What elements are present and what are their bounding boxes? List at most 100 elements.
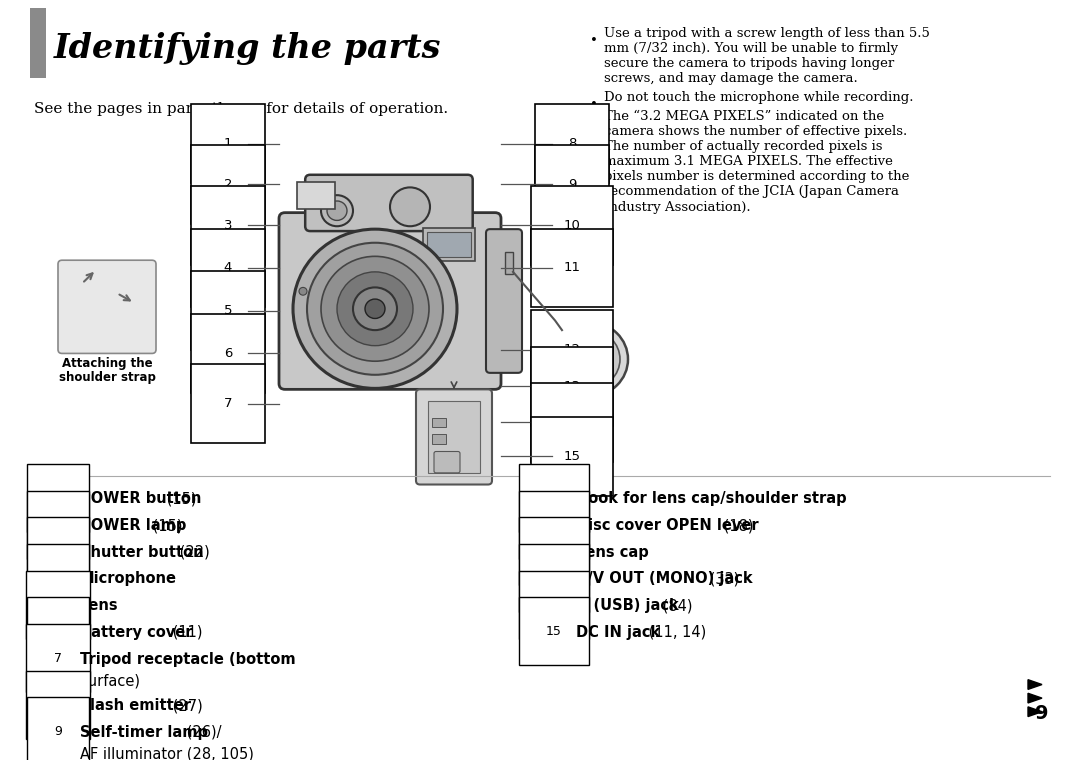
Text: 14: 14 (564, 416, 580, 429)
Polygon shape (1028, 679, 1042, 689)
Text: 9: 9 (568, 178, 577, 191)
Text: Attaching the: Attaching the (62, 357, 152, 370)
Text: DC IN jack: DC IN jack (576, 625, 660, 640)
Text: (11, 14): (11, 14) (644, 625, 706, 640)
Text: 3: 3 (224, 219, 232, 232)
Circle shape (365, 299, 384, 318)
Circle shape (353, 287, 397, 330)
Bar (505, 252, 513, 274)
Text: (18): (18) (719, 518, 754, 533)
Text: 11: 11 (564, 261, 581, 274)
Bar (432, 434, 446, 444)
Text: (15): (15) (148, 518, 183, 533)
Text: surface): surface) (80, 673, 140, 689)
Text: 8: 8 (568, 138, 577, 150)
Text: (33): (33) (705, 572, 740, 587)
Text: shoulder strap: shoulder strap (58, 371, 156, 384)
Text: 14: 14 (546, 598, 562, 611)
Text: Flash emitter: Flash emitter (80, 698, 191, 713)
Text: 8: 8 (54, 698, 62, 711)
Text: Disc cover OPEN lever: Disc cover OPEN lever (576, 518, 758, 533)
Polygon shape (1028, 693, 1042, 703)
Circle shape (327, 201, 347, 220)
FancyBboxPatch shape (578, 316, 602, 338)
Text: 9: 9 (1036, 705, 1049, 724)
Text: •: • (590, 98, 598, 111)
Text: camera shows the number of effective pixels.: camera shows the number of effective pix… (604, 125, 907, 138)
Text: (11): (11) (168, 625, 203, 640)
Circle shape (576, 360, 584, 368)
Text: Ψ (USB) jack: Ψ (USB) jack (576, 598, 678, 613)
Text: Self-timer lamp: Self-timer lamp (80, 725, 208, 740)
Text: screws, and may damage the camera.: screws, and may damage the camera. (604, 72, 858, 85)
Bar (427, 232, 471, 258)
Bar (432, 417, 446, 427)
Text: 6: 6 (54, 625, 62, 638)
Text: 6: 6 (224, 347, 232, 360)
Text: 1: 1 (54, 491, 62, 505)
Circle shape (307, 242, 443, 375)
Text: Microphone: Microphone (80, 572, 177, 587)
Text: Tripod receptacle (bottom: Tripod receptacle (bottom (80, 651, 296, 667)
Text: 2: 2 (54, 518, 62, 531)
Text: A/V OUT (MONO) jack: A/V OUT (MONO) jack (576, 572, 753, 587)
Circle shape (293, 230, 457, 388)
Text: Hook for lens cap/shoulder strap: Hook for lens cap/shoulder strap (576, 491, 847, 506)
Text: Battery cover: Battery cover (80, 625, 192, 640)
Polygon shape (1028, 707, 1042, 717)
Text: Lens: Lens (80, 598, 119, 613)
Text: 11: 11 (546, 518, 562, 531)
Text: 4: 4 (54, 572, 62, 584)
Text: 1: 1 (224, 138, 232, 150)
Text: •: • (590, 117, 598, 130)
Bar (428, 401, 480, 473)
Text: (26)/: (26)/ (183, 725, 221, 740)
Text: 13: 13 (546, 572, 562, 584)
Text: POWER button: POWER button (80, 491, 201, 506)
Text: 7: 7 (224, 397, 232, 410)
Text: maximum 3.1 MEGA PIXELS. The effective: maximum 3.1 MEGA PIXELS. The effective (604, 155, 893, 169)
Text: Lens cap: Lens cap (576, 545, 649, 559)
Circle shape (570, 340, 610, 378)
Text: The number of actually recorded pixels is: The number of actually recorded pixels i… (604, 141, 882, 154)
Text: Industry Association).: Industry Association). (604, 201, 751, 214)
Text: 15: 15 (546, 625, 562, 638)
Text: See the pages in parentheses for details of operation.: See the pages in parentheses for details… (33, 102, 448, 116)
Circle shape (321, 195, 353, 226)
Text: secure the camera to tripods having longer: secure the camera to tripods having long… (604, 57, 894, 70)
Text: (15): (15) (162, 491, 197, 506)
Text: 5: 5 (224, 304, 232, 317)
Circle shape (552, 322, 627, 396)
Text: •: • (590, 33, 598, 46)
Text: 13: 13 (564, 380, 581, 393)
Text: Identifying the parts: Identifying the parts (54, 32, 442, 65)
Text: 10: 10 (546, 491, 562, 505)
Bar (423, 228, 475, 261)
Text: recommendation of the JCIA (Japan Camera: recommendation of the JCIA (Japan Camera (604, 185, 899, 198)
Text: 4: 4 (224, 261, 232, 274)
Text: The “3.2 MEGA PIXELS” indicated on the: The “3.2 MEGA PIXELS” indicated on the (604, 110, 885, 123)
Text: 12: 12 (564, 343, 581, 356)
Text: (22): (22) (175, 545, 210, 559)
Text: Use a tripod with a screw length of less than 5.5: Use a tripod with a screw length of less… (604, 27, 930, 40)
Text: 15: 15 (564, 450, 581, 463)
Circle shape (299, 287, 307, 295)
Text: pixels number is determined according to the: pixels number is determined according to… (604, 170, 909, 183)
Bar (297, 182, 335, 209)
Text: 9: 9 (54, 725, 62, 738)
Text: Do not touch the microphone while recording.: Do not touch the microphone while record… (604, 91, 914, 104)
Text: 3: 3 (54, 545, 62, 558)
FancyBboxPatch shape (486, 230, 522, 373)
Text: 2: 2 (224, 178, 232, 191)
Text: AF illuminator (28, 105): AF illuminator (28, 105) (80, 747, 254, 760)
Text: 5: 5 (54, 598, 62, 611)
FancyBboxPatch shape (279, 213, 501, 389)
FancyBboxPatch shape (416, 389, 492, 485)
Text: Shutter button: Shutter button (80, 545, 204, 559)
Circle shape (337, 272, 413, 346)
FancyBboxPatch shape (434, 451, 460, 473)
FancyBboxPatch shape (58, 260, 156, 353)
FancyBboxPatch shape (306, 175, 473, 231)
Text: (27): (27) (168, 698, 203, 713)
Text: mm (7/32 inch). You will be unable to firmly: mm (7/32 inch). You will be unable to fi… (604, 43, 899, 55)
